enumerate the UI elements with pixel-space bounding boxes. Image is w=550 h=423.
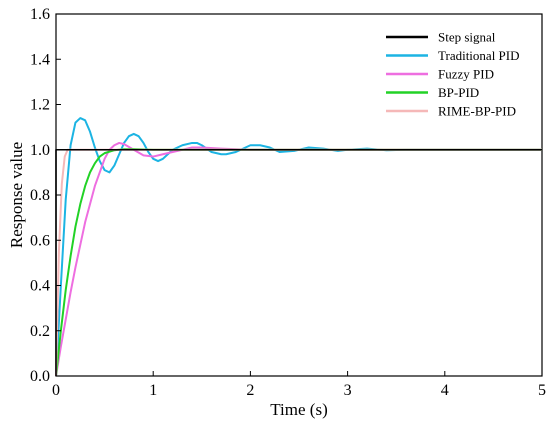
tick-labels: 0 1 2 3 4 5 0.0 0.2 0.4 0.6 0.8 1.0 1.2 1.4 1.6 — [30, 6, 546, 399]
y-tick-label: 1.0 — [30, 142, 50, 159]
series-line-rime-bp-pid — [55, 148, 542, 377]
x-tick-label: 1 — [149, 382, 157, 399]
legend-label: Fuzzy PID — [438, 67, 494, 82]
y-tick-label: 0.8 — [30, 187, 50, 204]
x-tick-label: 5 — [538, 382, 546, 399]
series-line-step-signal — [55, 148, 542, 376]
axis-ticks — [55, 13, 543, 377]
x-tick-label: 0 — [52, 382, 60, 399]
y-axis-title: Response value — [7, 142, 26, 248]
legend-label: RIME-BP-PID — [438, 104, 516, 119]
x-tick-label: 3 — [344, 382, 352, 399]
series-line-fuzzy-pid — [55, 141, 542, 377]
series-line-bp-pid — [55, 148, 542, 377]
x-tick-label: 4 — [441, 382, 449, 399]
y-tick-label: 1.6 — [30, 6, 50, 23]
y-tick-label: 0.2 — [30, 323, 50, 340]
x-axis-title: Time (s) — [270, 400, 327, 419]
legend-label: Step signal — [438, 30, 496, 45]
y-tick-label: 0.6 — [30, 232, 50, 249]
y-tick-label: 1.4 — [30, 51, 50, 68]
legend-label: Traditional PID — [438, 48, 520, 63]
series-line-traditional-pid — [55, 117, 542, 377]
y-tick-label: 0.0 — [30, 368, 50, 385]
y-tick-label: 0.4 — [30, 278, 50, 295]
legend-label: BP-PID — [438, 85, 479, 100]
x-tick-label: 2 — [246, 382, 254, 399]
series-lines — [55, 117, 542, 377]
legend: Step signal Traditional PID Fuzzy PID BP-PI… — [386, 30, 520, 119]
y-tick-label: 1.2 — [30, 97, 50, 114]
